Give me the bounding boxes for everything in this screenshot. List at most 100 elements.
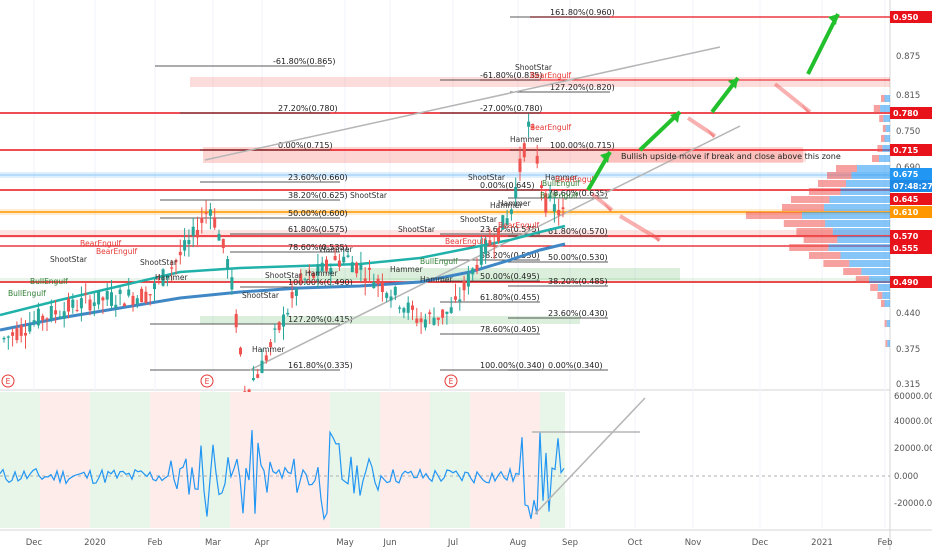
fib-label: 100.00%(0.490) [288,278,353,287]
candle-body [548,195,552,199]
pattern-label: BullEngulf [420,257,458,266]
earnings-marker [200,374,214,388]
fib-label: 78.60%(0.535) [288,243,348,252]
candle-body [307,271,311,274]
candle-body [312,273,316,278]
fib-label: 61.80%(0.455) [480,293,540,302]
fib-label: 127.20%(0.820) [550,83,615,92]
candle-body [122,303,126,307]
volume-profile-bar [882,292,890,299]
pattern-label: BearEngulf [80,239,122,248]
candle-body [432,317,436,325]
trend-line [204,46,721,161]
volume-profile-bar [881,300,885,307]
fib-label: 23.60%(0.430) [548,309,608,318]
highlight-zone [200,316,580,324]
fib-label: 0.00%(0.715) [278,141,333,150]
candle-body [359,264,363,270]
pattern-label: Hammer [420,275,453,284]
volume-profile-bar [746,212,802,219]
pattern-label: Hammer [252,345,285,354]
ma-long-line [0,242,566,332]
volume-profile-bar [879,115,884,122]
price-badge-label: 0.610 [893,208,919,217]
ma-short-line [0,224,566,317]
volume-profile-bar [832,228,890,235]
candle-body [363,278,367,282]
candle-body [200,217,204,223]
volume-profile-bar [843,268,862,275]
candle-body [2,337,6,340]
candle-body [372,282,376,289]
candle-body [178,251,182,256]
volume-profile-bar [887,340,890,347]
volume-profile-bar [885,125,890,132]
candle-body [320,262,324,272]
price-badge [890,242,932,254]
bull-arrow-line [638,110,682,152]
earnings-marker-label: E [205,377,210,386]
volume-profile-bar [877,284,890,291]
bear-arrow-head [706,128,715,138]
candle-body [282,314,285,327]
candle-body [385,293,389,298]
date-tick-label: Dec [26,538,43,548]
price-badge-label: 0.645 [893,195,919,204]
bull-arrow-head [828,14,838,25]
candle-body [277,322,281,331]
pattern-label: Hammer [305,269,338,278]
candle-body [49,305,53,320]
volume-profile-bar [803,236,838,243]
candle-body [449,307,453,313]
price-badge-label: 0.675 [893,170,919,179]
bear-arrow-line [590,192,614,212]
candle-body [6,336,10,338]
volume-profile-bar [849,260,890,267]
volume-profile-bar [824,204,890,211]
candle-body [316,264,320,276]
candle-body [92,302,96,306]
candle-body [329,268,333,275]
bear-arrow-line [618,214,662,242]
bear-arrow-line [773,82,812,114]
pattern-label: ShootStar [140,258,178,267]
candle-body [475,264,479,271]
candle-body [230,277,234,290]
candle-body [398,307,402,309]
pattern-label: BearEngulf [530,123,572,132]
pattern-label: BearEngulf [498,221,540,230]
volume-profile-bar [855,276,870,283]
candle-body [492,244,496,248]
fib-label: 0.00%(0.645) [480,181,535,190]
fib-label: 27.20%(0.780) [278,104,338,113]
volume-profile-bar [783,220,826,227]
candle-body [376,278,380,285]
price-badge [890,168,932,180]
candle-body [337,260,341,267]
oscillator-zone [470,392,540,528]
candle-body [71,299,75,308]
price-tick-label: 0.440 [896,309,920,319]
candle-body [299,273,303,281]
candle-body [286,312,290,315]
candle-body [552,204,556,212]
candle-body [544,193,548,213]
candle-body [213,217,217,228]
candle-body [191,226,195,236]
pattern-label: BullEngulf [540,191,578,200]
pattern-label: Hammer [545,173,578,182]
candle-body [484,239,488,255]
pattern-label: BearEngulf [445,237,487,246]
fib-label: 61.80%(0.570) [548,227,608,236]
price-badge-label: 0.555 [893,244,919,253]
candle-body [118,289,122,294]
price-badge-label: 0.570 [893,232,919,241]
volume-profile-bar [877,292,883,299]
price-badge [890,206,932,218]
candle-body [221,238,225,249]
date-tick-label: Apr [255,538,270,548]
volume-profile-bar [884,95,890,102]
candle-body [393,286,397,296]
